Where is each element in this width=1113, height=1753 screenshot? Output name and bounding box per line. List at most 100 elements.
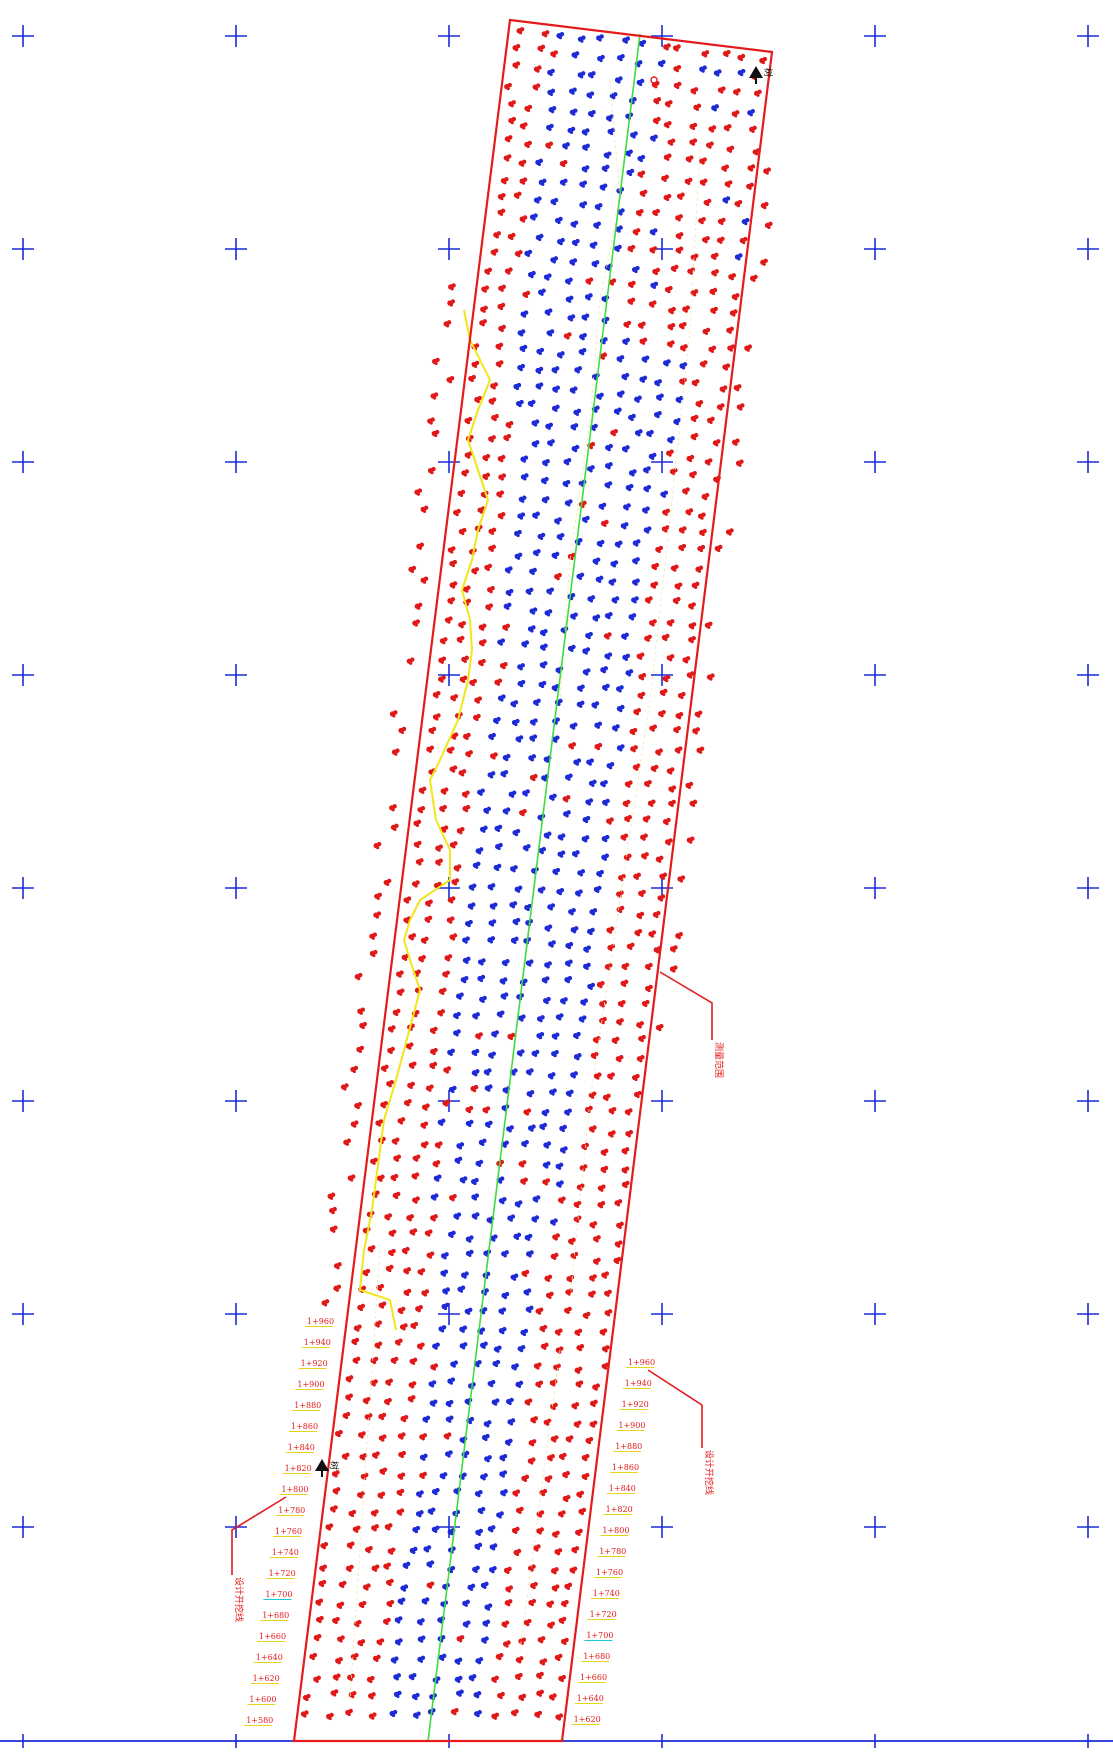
- survey-point-icon: [412, 1154, 421, 1162]
- survey-point-icon: [648, 300, 657, 308]
- survey-point-icon: [521, 640, 530, 648]
- survey-point-icon: [354, 972, 363, 981]
- survey-point-icon: [447, 1230, 456, 1238]
- survey-point-icon: [437, 1009, 445, 1017]
- survey-point-icon: [573, 1215, 582, 1223]
- survey-point-icon: [481, 1288, 489, 1296]
- survey-point-icon: [592, 614, 601, 622]
- survey-point-icon: [510, 700, 519, 708]
- survey-point-icon: [664, 100, 673, 108]
- grid-cross-icon: [1077, 451, 1099, 473]
- survey-point-icon: [380, 1064, 389, 1072]
- survey-point-icon: [574, 889, 583, 897]
- survey-point-icon: [505, 1585, 514, 1593]
- grid-cross-icon: [864, 1090, 886, 1112]
- survey-point-icon: [508, 116, 517, 125]
- survey-point-icon: [430, 1363, 439, 1371]
- survey-point-icon: [689, 799, 698, 807]
- survey-point-icon: [395, 970, 404, 978]
- survey-point-icon: [564, 1306, 572, 1315]
- survey-point-icon: [471, 1193, 480, 1201]
- survey-point-icon: [342, 1411, 351, 1420]
- survey-point-icon: [475, 1528, 484, 1537]
- survey-point-icon: [348, 1691, 357, 1699]
- survey-point-icon: [632, 539, 641, 547]
- station-label: 1+760: [594, 1568, 623, 1578]
- survey-point-icon: [611, 596, 620, 604]
- survey-point-icon: [412, 1525, 421, 1534]
- survey-point-icon: [582, 668, 591, 676]
- survey-point-icon: [447, 299, 456, 307]
- survey-point-icon: [529, 718, 538, 726]
- survey-point-icon: [444, 1450, 453, 1458]
- survey-point-icon: [571, 51, 580, 59]
- callout-text: 测量范围: [713, 1042, 725, 1078]
- survey-point-icon: [554, 572, 562, 581]
- survey-point-icon: [581, 313, 590, 321]
- survey-point-icon: [599, 1016, 607, 1025]
- survey-point-icon: [461, 469, 470, 477]
- survey-point-icon: [380, 1101, 389, 1109]
- survey-point-icon: [613, 407, 622, 415]
- survey-point-icon: [488, 1566, 497, 1574]
- survey-point-icon: [693, 103, 702, 111]
- survey-point-icon: [625, 149, 633, 157]
- survey-point-icon: [591, 701, 600, 709]
- callout-leader: 测量范围: [659, 971, 725, 1078]
- survey-point-icon: [520, 455, 529, 463]
- survey-point-icon: [567, 126, 576, 135]
- survey-point-icon: [528, 1598, 537, 1607]
- survey-point-icon: [670, 264, 679, 273]
- survey-point-icon: [426, 1251, 435, 1259]
- survey-point-icon: [390, 1356, 399, 1365]
- survey-point-icon: [408, 1381, 417, 1389]
- survey-point-icon: [690, 87, 699, 95]
- station-label: 1+900: [295, 1380, 324, 1390]
- survey-point-icon: [524, 249, 533, 258]
- survey-point-icon: [613, 1256, 622, 1265]
- survey-point-icon: [734, 199, 743, 208]
- survey-point-icon: [554, 1653, 563, 1662]
- survey-point-icon: [396, 1488, 405, 1497]
- survey-point-icon: [503, 154, 512, 162]
- survey-point-icon: [516, 1049, 525, 1057]
- survey-point-icon: [631, 596, 639, 604]
- survey-point-icon: [605, 114, 614, 122]
- survey-points: [300, 27, 773, 1721]
- survey-point-icon: [432, 691, 441, 699]
- survey-point-icon: [374, 892, 382, 900]
- survey-point-icon: [435, 858, 443, 866]
- survey-point-icon: [427, 417, 435, 425]
- survey-point-icon: [711, 104, 719, 112]
- survey-point-icon: [397, 1306, 406, 1315]
- survey-point-icon: [433, 1174, 442, 1182]
- survey-point-icon: [448, 1085, 457, 1094]
- station-label: 1+780: [276, 1506, 305, 1516]
- survey-point-icon: [544, 609, 553, 617]
- survey-point-icon: [321, 1299, 330, 1307]
- survey-point-icon: [589, 1420, 598, 1428]
- survey-point-icon: [502, 623, 511, 631]
- survey-point-icon: [560, 1637, 569, 1646]
- survey-point-icon: [471, 567, 480, 575]
- station-label: 1+720: [266, 1569, 296, 1579]
- station-label: 1+940: [622, 1379, 652, 1389]
- survey-point-icon: [542, 459, 550, 467]
- survey-point-icon: [652, 116, 661, 125]
- station-labels: 1+960 1+940 1+920 1+900 1+880 1+860 1+840 1+820…: [244, 1317, 655, 1726]
- survey-point-icon: [649, 724, 658, 732]
- survey-point-icon: [535, 366, 544, 375]
- survey-point-icon: [544, 924, 553, 932]
- grid-cross-icon: [12, 664, 34, 686]
- survey-point-icon: [369, 932, 378, 940]
- survey-point-icon: [487, 936, 496, 944]
- survey-point-icon: [562, 795, 571, 803]
- survey-point-icon: [431, 357, 440, 366]
- survey-point-icon: [482, 472, 491, 480]
- survey-point-icon: [586, 927, 595, 936]
- marker-text: 树: [762, 68, 774, 77]
- survey-point-icon: [313, 1633, 322, 1642]
- survey-point-icon: [420, 1141, 429, 1149]
- survey-point-icon: [559, 1146, 568, 1154]
- survey-point-icon: [387, 1025, 396, 1033]
